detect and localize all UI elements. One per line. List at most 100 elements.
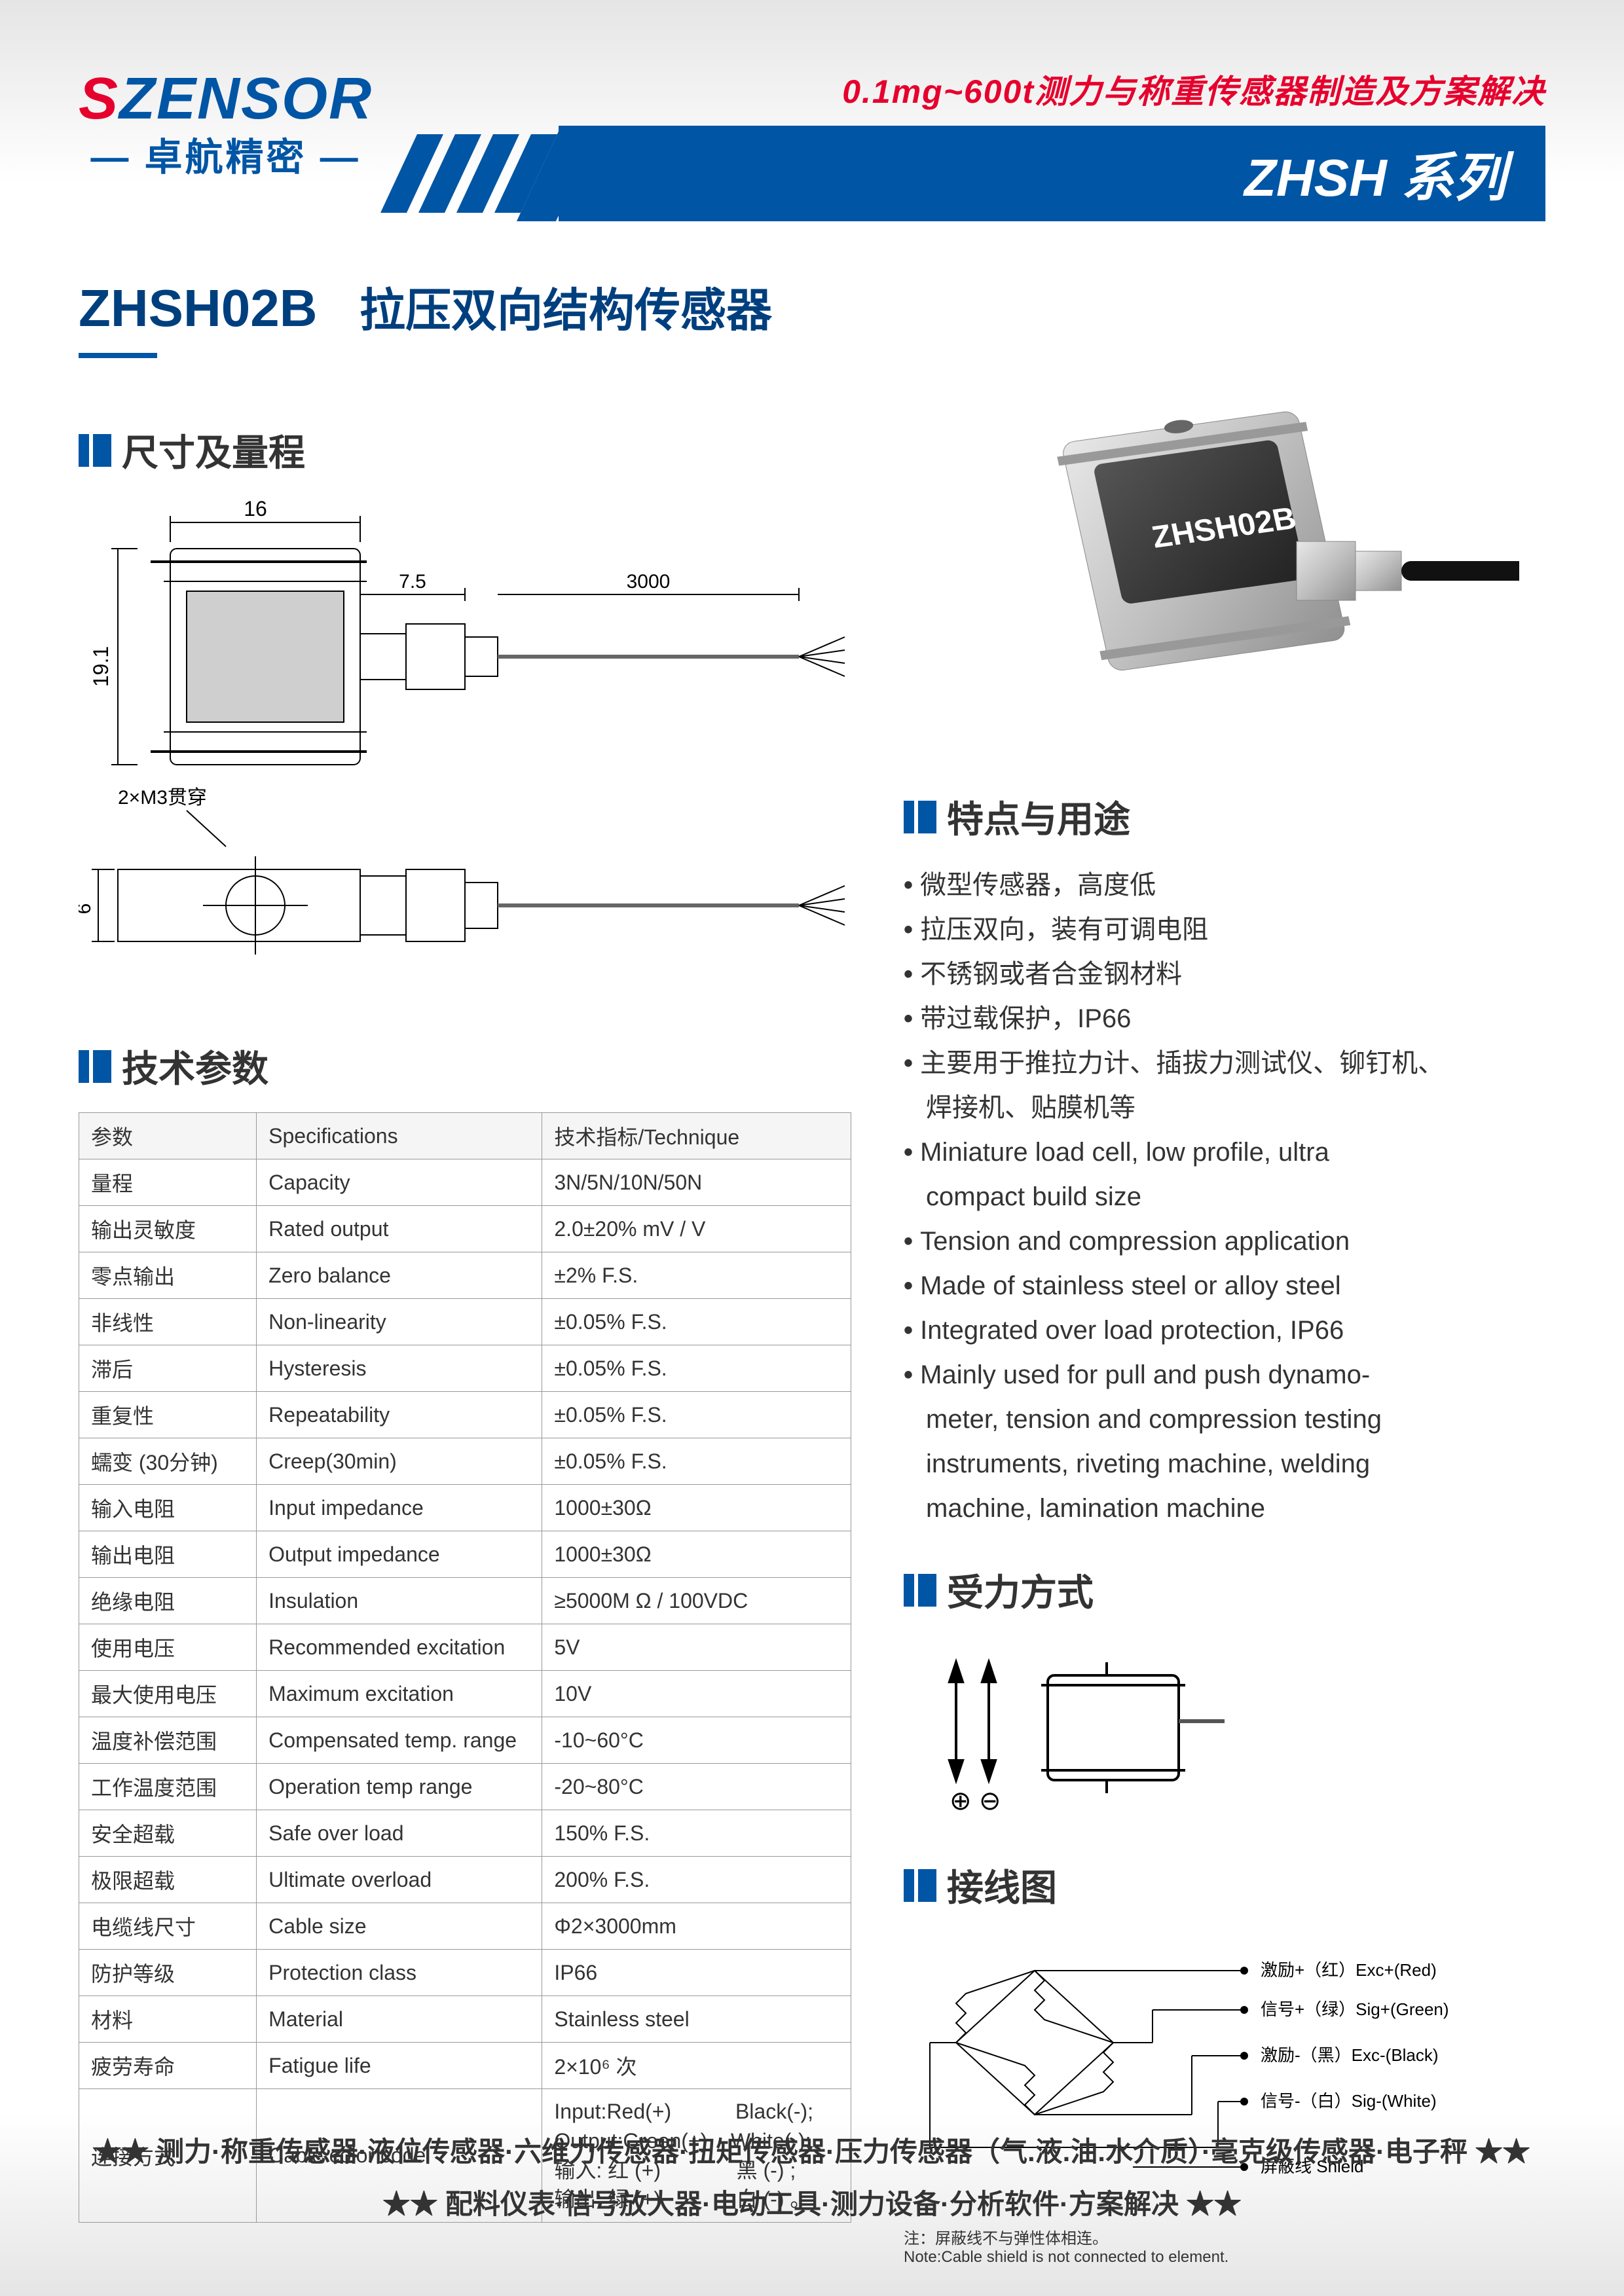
table-row: 极限超载Ultimate overload200% F.S. (79, 1857, 851, 1903)
product-model: ZHSH02B (79, 279, 318, 337)
wiring-note: 注：屏蔽线不与弹性体相连。 Note:Cable shield is not c… (904, 2225, 1545, 2267)
spec-cell: ≥5000M Ω / 100VDC (542, 1578, 851, 1624)
spec-cell: 最大使用电压 (79, 1671, 257, 1717)
spec-cell: 2×10⁶ 次 (542, 2043, 851, 2089)
wiring-l0: 激励+（红）Exc+(Red) (1261, 1960, 1437, 1980)
spec-cell: Ultimate overload (257, 1857, 542, 1903)
table-row: 疲劳寿命Fatigue life2×10⁶ 次 (79, 2043, 851, 2089)
spec-cell: Stainless steel (542, 1996, 851, 2043)
table-row: 量程Capacity3N/5N/10N/50N (79, 1159, 851, 1206)
spec-cell: 材料 (79, 1996, 257, 2043)
spec-cell: 量程 (79, 1159, 257, 1206)
spec-cell: 重复性 (79, 1392, 257, 1438)
spec-cell: Input impedance (257, 1485, 542, 1531)
header-right: 0.1mg~600t测力与称重传感器制造及方案解决 ZHSH 系列 (399, 65, 1545, 221)
section-title-specs: 技术参数 (122, 1040, 268, 1093)
table-row: 最大使用电压Maximum excitation10V (79, 1671, 851, 1717)
spec-cell: -10~60°C (542, 1717, 851, 1764)
spec-cell: 工作温度范围 (79, 1764, 257, 1810)
footer-line2: ★★ 配料仪表·信号放大器·电动工具·测力设备·分析软件·方案解决 ★★ (79, 2178, 1545, 2231)
list-item: 微型传感器，高度低 (904, 863, 1545, 907)
list-item: 带过载保护，IP66 (904, 996, 1545, 1041)
spec-cell: ±2% F.S. (542, 1252, 851, 1299)
left-column: 尺寸及量程 (79, 391, 851, 2223)
section-title-features: 特点与用途 (947, 790, 1130, 843)
spec-cell: 安全超载 (79, 1810, 257, 1857)
section-title-wiring: 接线图 (947, 1859, 1057, 1912)
spec-cell: Rated output (257, 1206, 542, 1252)
spec-cell: Creep(30min) (257, 1438, 542, 1485)
spec-cell: Non-linearity (257, 1299, 542, 1345)
list-item: Miniature load cell, low profile, ultra (904, 1130, 1545, 1175)
main-grid: 尺寸及量程 (79, 391, 1545, 2223)
footer: ★★ 测力·称重传感器·液位传感器·六维力传感器·扭矩传感器·压力传感器（气.液… (79, 2126, 1545, 2231)
spec-cell: Φ2×3000mm (542, 1903, 851, 1950)
section-head-specs: 技术参数 (79, 1040, 851, 1093)
spec-cell: Capacity (257, 1159, 542, 1206)
force-diagram: ⊕ ⊖ (904, 1636, 1545, 1826)
dimension-drawing: 16 19.1 7.5 3000 (79, 496, 851, 1007)
section-title-dims: 尺寸及量程 (122, 424, 305, 477)
spec-header-cell: Specifications (257, 1113, 542, 1159)
header: SZENSOR — 卓航精密 — 0.1mg~600t测力与称重传感器制造及方案… (79, 65, 1545, 221)
spec-cell: ±0.05% F.S. (542, 1299, 851, 1345)
spec-cell: 非线性 (79, 1299, 257, 1345)
spec-cell: 10V (542, 1671, 851, 1717)
spec-cell: 2.0±20% mV / V (542, 1206, 851, 1252)
spec-cell: IP66 (542, 1950, 851, 1996)
table-row: 滞后Hysteresis±0.05% F.S. (79, 1345, 851, 1392)
title-underline (79, 353, 157, 358)
spec-header-cell: 参数 (79, 1113, 257, 1159)
spec-cell: Output impedance (257, 1531, 542, 1578)
stripes-icon (399, 134, 539, 213)
spec-cell: 零点输出 (79, 1252, 257, 1299)
tagline: 0.1mg~600t测力与称重传感器制造及方案解决 (399, 65, 1545, 113)
spec-cell: 3N/5N/10N/50N (542, 1159, 851, 1206)
dim-hole: 2×M3贯穿 (118, 787, 207, 809)
spec-cell: ±0.05% F.S. (542, 1392, 851, 1438)
dim-w: 16 (244, 497, 267, 520)
spec-cell: Compensated temp. range (257, 1717, 542, 1764)
product-name: 拉压双向结构传感器 (360, 285, 772, 336)
section-head-dims: 尺寸及量程 (79, 424, 851, 477)
logo-s: S (79, 66, 119, 132)
list-item: 拉压双向，装有可调电阻 (904, 907, 1545, 952)
series-bar: ZHSH 系列 (399, 126, 1545, 221)
spec-cell: ±0.05% F.S. (542, 1345, 851, 1392)
table-row: 使用电压Recommended excitation5V (79, 1624, 851, 1671)
list-item: 焊接机、贴膜机等 (904, 1085, 1545, 1130)
spec-cell: Material (257, 1996, 542, 2043)
spec-table: 参数Specifications技术指标/Technique量程Capacity… (79, 1112, 851, 2223)
footer-line1: ★★ 测力·称重传感器·液位传感器·六维力传感器·扭矩传感器·压力传感器（气.液… (79, 2126, 1545, 2178)
table-row: 输出电阻Output impedance1000±30Ω (79, 1531, 851, 1578)
spec-cell: 疲劳寿命 (79, 2043, 257, 2089)
spec-cell: 绝缘电阻 (79, 1578, 257, 1624)
spec-cell: 200% F.S. (542, 1857, 851, 1903)
spec-cell: 输出电阻 (79, 1531, 257, 1578)
dim-sideh: 6 (79, 903, 95, 915)
spec-cell: Hysteresis (257, 1345, 542, 1392)
right-column: ZHSH02B 特点与用途 微型传感器，高度低拉压双向，装有可调电阻不锈钢或者合… (904, 391, 1545, 2223)
table-row: 非线性Non-linearity±0.05% F.S. (79, 1299, 851, 1345)
product-title: ZHSH02B 拉压双向结构传感器 (79, 274, 1545, 340)
spec-cell: Safe over load (257, 1810, 542, 1857)
table-row: 安全超载Safe over load150% F.S. (79, 1810, 851, 1857)
spec-header-cell: 技术指标/Technique (542, 1113, 851, 1159)
spec-cell: 5V (542, 1624, 851, 1671)
table-row: 蠕变 (30分钟)Creep(30min)±0.05% F.S. (79, 1438, 851, 1485)
spec-cell: 150% F.S. (542, 1810, 851, 1857)
section-head-wiring: 接线图 (904, 1859, 1545, 1912)
table-row: 电缆线尺寸Cable sizeΦ2×3000mm (79, 1903, 851, 1950)
spec-cell: 电缆线尺寸 (79, 1903, 257, 1950)
list-item: Mainly used for pull and push dynamo- (904, 1353, 1545, 1397)
section-head-features: 特点与用途 (904, 790, 1545, 843)
list-item: machine, lamination machine (904, 1486, 1545, 1531)
table-row: 工作温度范围Operation temp range-20~80°C (79, 1764, 851, 1810)
table-row: 输出灵敏度Rated output2.0±20% mV / V (79, 1206, 851, 1252)
spec-cell: Maximum excitation (257, 1671, 542, 1717)
wiring-l3: 信号-（白）Sig-(White) (1261, 2091, 1437, 2111)
spec-cell: ±0.05% F.S. (542, 1438, 851, 1485)
dim-cable: 3000 (627, 571, 671, 592)
table-row: 绝缘电阻Insulation≥5000M Ω / 100VDC (79, 1578, 851, 1624)
spec-cell: Zero balance (257, 1252, 542, 1299)
